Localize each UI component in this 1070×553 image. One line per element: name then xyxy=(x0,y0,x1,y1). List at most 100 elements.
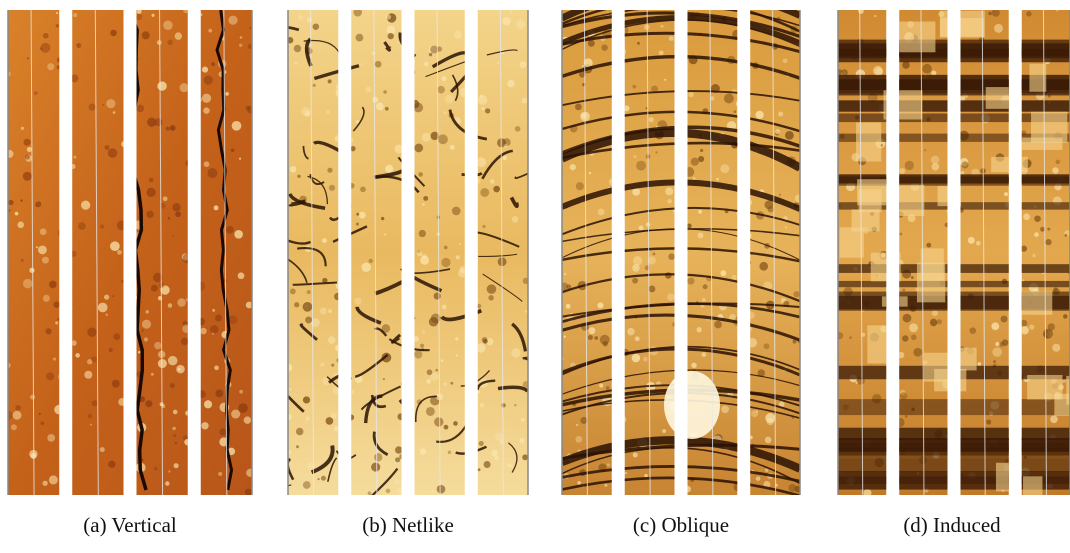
texture-speck xyxy=(146,310,150,314)
texture-speck xyxy=(185,411,190,416)
texture-speck xyxy=(189,182,197,190)
texture-speck xyxy=(445,95,454,104)
light-patch xyxy=(899,185,924,216)
texture-speck xyxy=(632,354,641,363)
texture-speck xyxy=(338,292,345,299)
texture-speck xyxy=(902,61,910,69)
texture-speck xyxy=(290,289,296,295)
texture-speck xyxy=(414,336,419,341)
texture-speck xyxy=(664,79,666,81)
texture-speck xyxy=(112,380,120,388)
texture-speck xyxy=(47,434,55,442)
texture-speck xyxy=(988,12,992,16)
texture-speck xyxy=(395,145,404,154)
texture-speck xyxy=(947,414,953,420)
texture-speck xyxy=(231,148,235,152)
texture-speck xyxy=(580,417,587,424)
texture-speck xyxy=(57,65,62,70)
texture-speck xyxy=(422,254,428,260)
texture-speck xyxy=(335,135,342,142)
texture-speck xyxy=(239,390,243,394)
texture-speck xyxy=(361,63,364,66)
light-patch xyxy=(938,186,961,206)
texture-speck xyxy=(487,284,497,294)
dark-band xyxy=(838,458,1070,471)
dark-band xyxy=(838,438,1070,452)
texture-speck xyxy=(176,365,185,374)
texture-speck xyxy=(1009,327,1016,334)
texture-speck xyxy=(420,344,424,348)
texture-speck xyxy=(945,223,949,227)
texture-speck xyxy=(1065,234,1067,236)
texture-speck xyxy=(976,241,981,246)
texture-speck xyxy=(597,302,603,308)
texture-speck xyxy=(328,79,332,83)
texture-speck xyxy=(696,327,701,332)
texture-speck xyxy=(783,58,788,63)
image-log-panel xyxy=(247,8,540,501)
texture-speck xyxy=(795,194,803,202)
texture-speck xyxy=(88,414,93,419)
texture-speck xyxy=(297,175,300,178)
texture-speck xyxy=(691,363,697,369)
texture-speck xyxy=(441,258,450,267)
texture-speck xyxy=(184,439,191,446)
texture-speck xyxy=(482,225,485,228)
texture-speck xyxy=(413,103,423,113)
texture-speck xyxy=(522,98,528,104)
texture-speck xyxy=(465,173,474,182)
texture-speck xyxy=(455,354,457,356)
texture-speck xyxy=(369,259,373,263)
texture-speck xyxy=(336,83,345,92)
texture-speck xyxy=(576,182,584,190)
texture-speck xyxy=(11,424,17,430)
texture-speck xyxy=(344,194,351,201)
texture-speck xyxy=(507,463,512,468)
texture-speck xyxy=(444,425,449,430)
texture-speck xyxy=(8,200,13,205)
texture-speck xyxy=(588,40,595,47)
texture-speck xyxy=(218,472,222,476)
texture-speck xyxy=(384,234,386,236)
texture-speck xyxy=(56,12,58,14)
texture-speck xyxy=(327,168,332,173)
texture-speck xyxy=(589,172,591,174)
texture-speck xyxy=(246,469,254,477)
texture-speck xyxy=(183,7,189,13)
texture-speck xyxy=(680,318,687,325)
texture-speck xyxy=(946,209,949,212)
texture-speck xyxy=(607,463,610,466)
texture-speck xyxy=(296,428,304,436)
texture-speck xyxy=(937,319,942,324)
texture-speck xyxy=(639,225,644,230)
texture-speck xyxy=(303,396,310,403)
texture-speck xyxy=(467,304,475,312)
texture-speck xyxy=(924,149,926,151)
texture-speck xyxy=(931,156,940,165)
texture-speck xyxy=(443,111,446,114)
texture-speck xyxy=(898,352,904,358)
texture-speck xyxy=(345,356,349,360)
texture-speck xyxy=(1052,167,1058,173)
texture-speck xyxy=(130,67,134,71)
texture-speck xyxy=(172,427,175,430)
texture-speck xyxy=(188,13,197,22)
texture-speck xyxy=(691,158,699,166)
texture-speck xyxy=(412,352,415,355)
texture-speck xyxy=(374,453,382,461)
texture-speck xyxy=(949,175,954,180)
texture-speck xyxy=(182,324,191,333)
texture-speck xyxy=(397,41,399,43)
texture-speck xyxy=(662,429,666,433)
texture-speck xyxy=(40,47,43,50)
texture-speck xyxy=(62,413,67,418)
texture-speck xyxy=(190,298,198,306)
texture-speck xyxy=(240,36,243,39)
texture-speck xyxy=(286,414,292,420)
texture-speck xyxy=(494,456,499,461)
texture-speck xyxy=(903,314,912,323)
texture-speck xyxy=(956,17,960,21)
texture-speck xyxy=(746,433,748,435)
texture-speck xyxy=(422,133,431,142)
texture-speck xyxy=(73,13,77,17)
